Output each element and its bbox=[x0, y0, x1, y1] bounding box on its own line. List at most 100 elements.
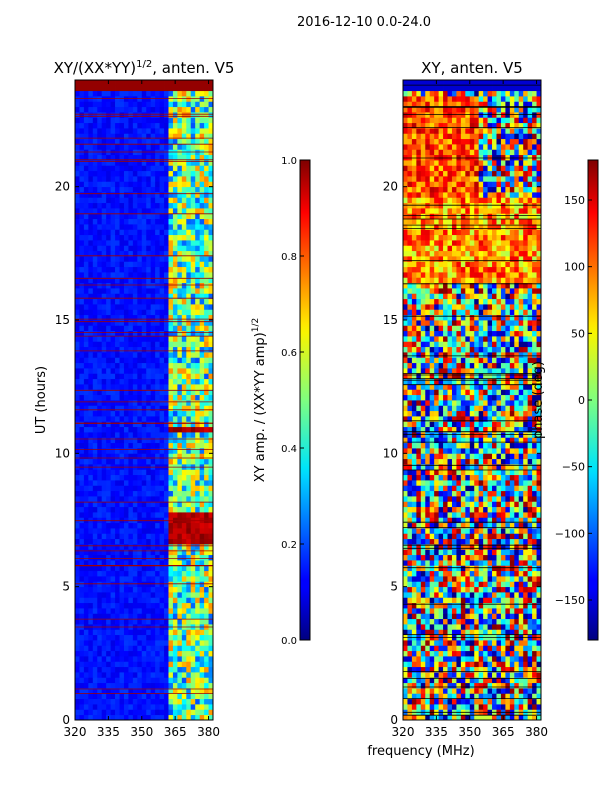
heatmap-cell bbox=[447, 592, 453, 598]
heatmap-cell bbox=[159, 122, 165, 129]
heatmap-cell bbox=[119, 378, 125, 385]
heatmap-cell bbox=[208, 698, 214, 705]
heatmap-cell bbox=[110, 688, 116, 694]
heatmap-cell bbox=[416, 698, 422, 705]
heatmap-cell bbox=[195, 282, 201, 289]
heatmap-cell bbox=[465, 517, 471, 524]
heatmap-cell bbox=[168, 170, 174, 177]
heatmap-cell bbox=[92, 229, 98, 236]
heatmap-cell bbox=[208, 538, 214, 545]
heatmap-cell bbox=[438, 624, 444, 630]
heatmap-cell bbox=[514, 549, 520, 556]
heatmap-cell bbox=[128, 117, 134, 124]
heatmap-cell bbox=[137, 384, 143, 390]
heatmap-cell bbox=[128, 666, 134, 673]
heatmap-cell bbox=[532, 602, 537, 609]
heatmap-cell bbox=[195, 346, 201, 353]
heatmap-cell bbox=[460, 565, 466, 572]
heatmap-cell bbox=[500, 656, 506, 662]
heatmap-cell bbox=[204, 608, 209, 614]
heatmap-cell bbox=[199, 629, 205, 636]
heatmap-cell bbox=[403, 565, 408, 572]
heatmap-cell bbox=[88, 442, 94, 449]
heatmap-cell bbox=[155, 474, 160, 481]
heatmap-cell bbox=[128, 133, 134, 140]
heatmap-cell bbox=[168, 714, 174, 721]
heatmap-cell bbox=[204, 501, 209, 508]
heatmap-cell bbox=[123, 576, 129, 582]
heatmap-cell bbox=[204, 357, 209, 364]
heatmap-cell bbox=[79, 640, 85, 646]
heatmap-cell bbox=[177, 698, 183, 705]
heatmap-cell bbox=[132, 346, 138, 353]
heatmap-cell bbox=[88, 202, 94, 209]
heatmap-cell bbox=[132, 128, 138, 134]
heatmap-cell bbox=[451, 581, 457, 588]
heatmap-cell bbox=[110, 341, 116, 348]
heatmap-cell bbox=[128, 293, 134, 300]
heatmap-cell bbox=[483, 645, 488, 652]
heatmap-cell bbox=[514, 533, 520, 540]
heatmap-cell bbox=[128, 474, 134, 481]
heatmap-cell bbox=[141, 549, 147, 556]
heatmap-cell bbox=[199, 357, 205, 364]
heatmap-cell bbox=[438, 682, 444, 689]
heatmap-cell bbox=[159, 320, 165, 326]
heatmap-cell bbox=[146, 256, 152, 262]
heatmap-cell bbox=[425, 640, 431, 646]
heatmap-cell bbox=[527, 602, 533, 609]
heatmap-cell bbox=[75, 688, 80, 694]
heatmap-cell bbox=[101, 378, 107, 385]
heatmap-cell bbox=[88, 554, 94, 561]
heatmap-cell bbox=[204, 709, 209, 716]
heatmap-cell bbox=[443, 640, 448, 646]
heatmap-cell bbox=[159, 314, 165, 321]
heatmap-cell bbox=[527, 688, 533, 694]
heatmap-cell bbox=[483, 538, 488, 545]
heatmap-cell bbox=[456, 693, 462, 700]
heatmap-cell bbox=[532, 554, 537, 561]
heatmap-cell bbox=[141, 496, 147, 502]
heatmap-cell bbox=[119, 586, 125, 593]
heatmap-cell bbox=[123, 640, 129, 646]
heatmap-cell bbox=[195, 490, 201, 497]
heatmap-cell bbox=[181, 208, 187, 214]
heatmap-cell bbox=[483, 533, 488, 540]
heatmap-cell bbox=[172, 293, 178, 300]
heatmap-cell bbox=[199, 608, 205, 614]
heatmap-cell bbox=[137, 661, 143, 668]
heatmap-cell bbox=[496, 688, 502, 694]
heatmap-cell bbox=[146, 410, 152, 417]
heatmap-cell bbox=[132, 314, 138, 321]
heatmap-cell bbox=[181, 437, 187, 444]
heatmap-cell bbox=[123, 170, 129, 177]
heatmap-cell bbox=[420, 549, 426, 556]
heatmap-cell bbox=[101, 453, 107, 460]
heatmap-cell bbox=[75, 336, 80, 342]
heatmap-cell bbox=[164, 186, 169, 193]
heatmap-cell bbox=[97, 634, 103, 641]
heatmap-cell bbox=[411, 650, 417, 657]
heatmap-cell bbox=[177, 629, 183, 636]
heatmap-cell bbox=[177, 480, 183, 486]
heatmap-cell bbox=[199, 325, 205, 332]
heatmap-cell bbox=[150, 405, 156, 412]
heatmap-cell bbox=[181, 112, 187, 118]
heatmap-cell bbox=[75, 592, 80, 598]
heatmap-cell bbox=[92, 384, 98, 390]
heatmap-cell bbox=[137, 154, 143, 161]
heatmap-cell bbox=[132, 362, 138, 369]
heatmap-cell bbox=[195, 186, 201, 193]
heatmap-cell bbox=[518, 576, 524, 582]
heatmap-cell bbox=[146, 544, 152, 550]
heatmap-cell bbox=[181, 586, 187, 593]
heatmap-cell bbox=[469, 688, 475, 694]
heatmap-cell bbox=[190, 384, 196, 390]
heatmap-cell bbox=[487, 533, 493, 540]
heatmap-cell bbox=[123, 256, 129, 262]
heatmap-cell bbox=[159, 117, 165, 124]
heatmap-cell bbox=[79, 197, 85, 204]
heatmap-cell bbox=[159, 549, 165, 556]
heatmap-cell bbox=[155, 357, 160, 364]
heatmap-cell bbox=[115, 560, 120, 566]
